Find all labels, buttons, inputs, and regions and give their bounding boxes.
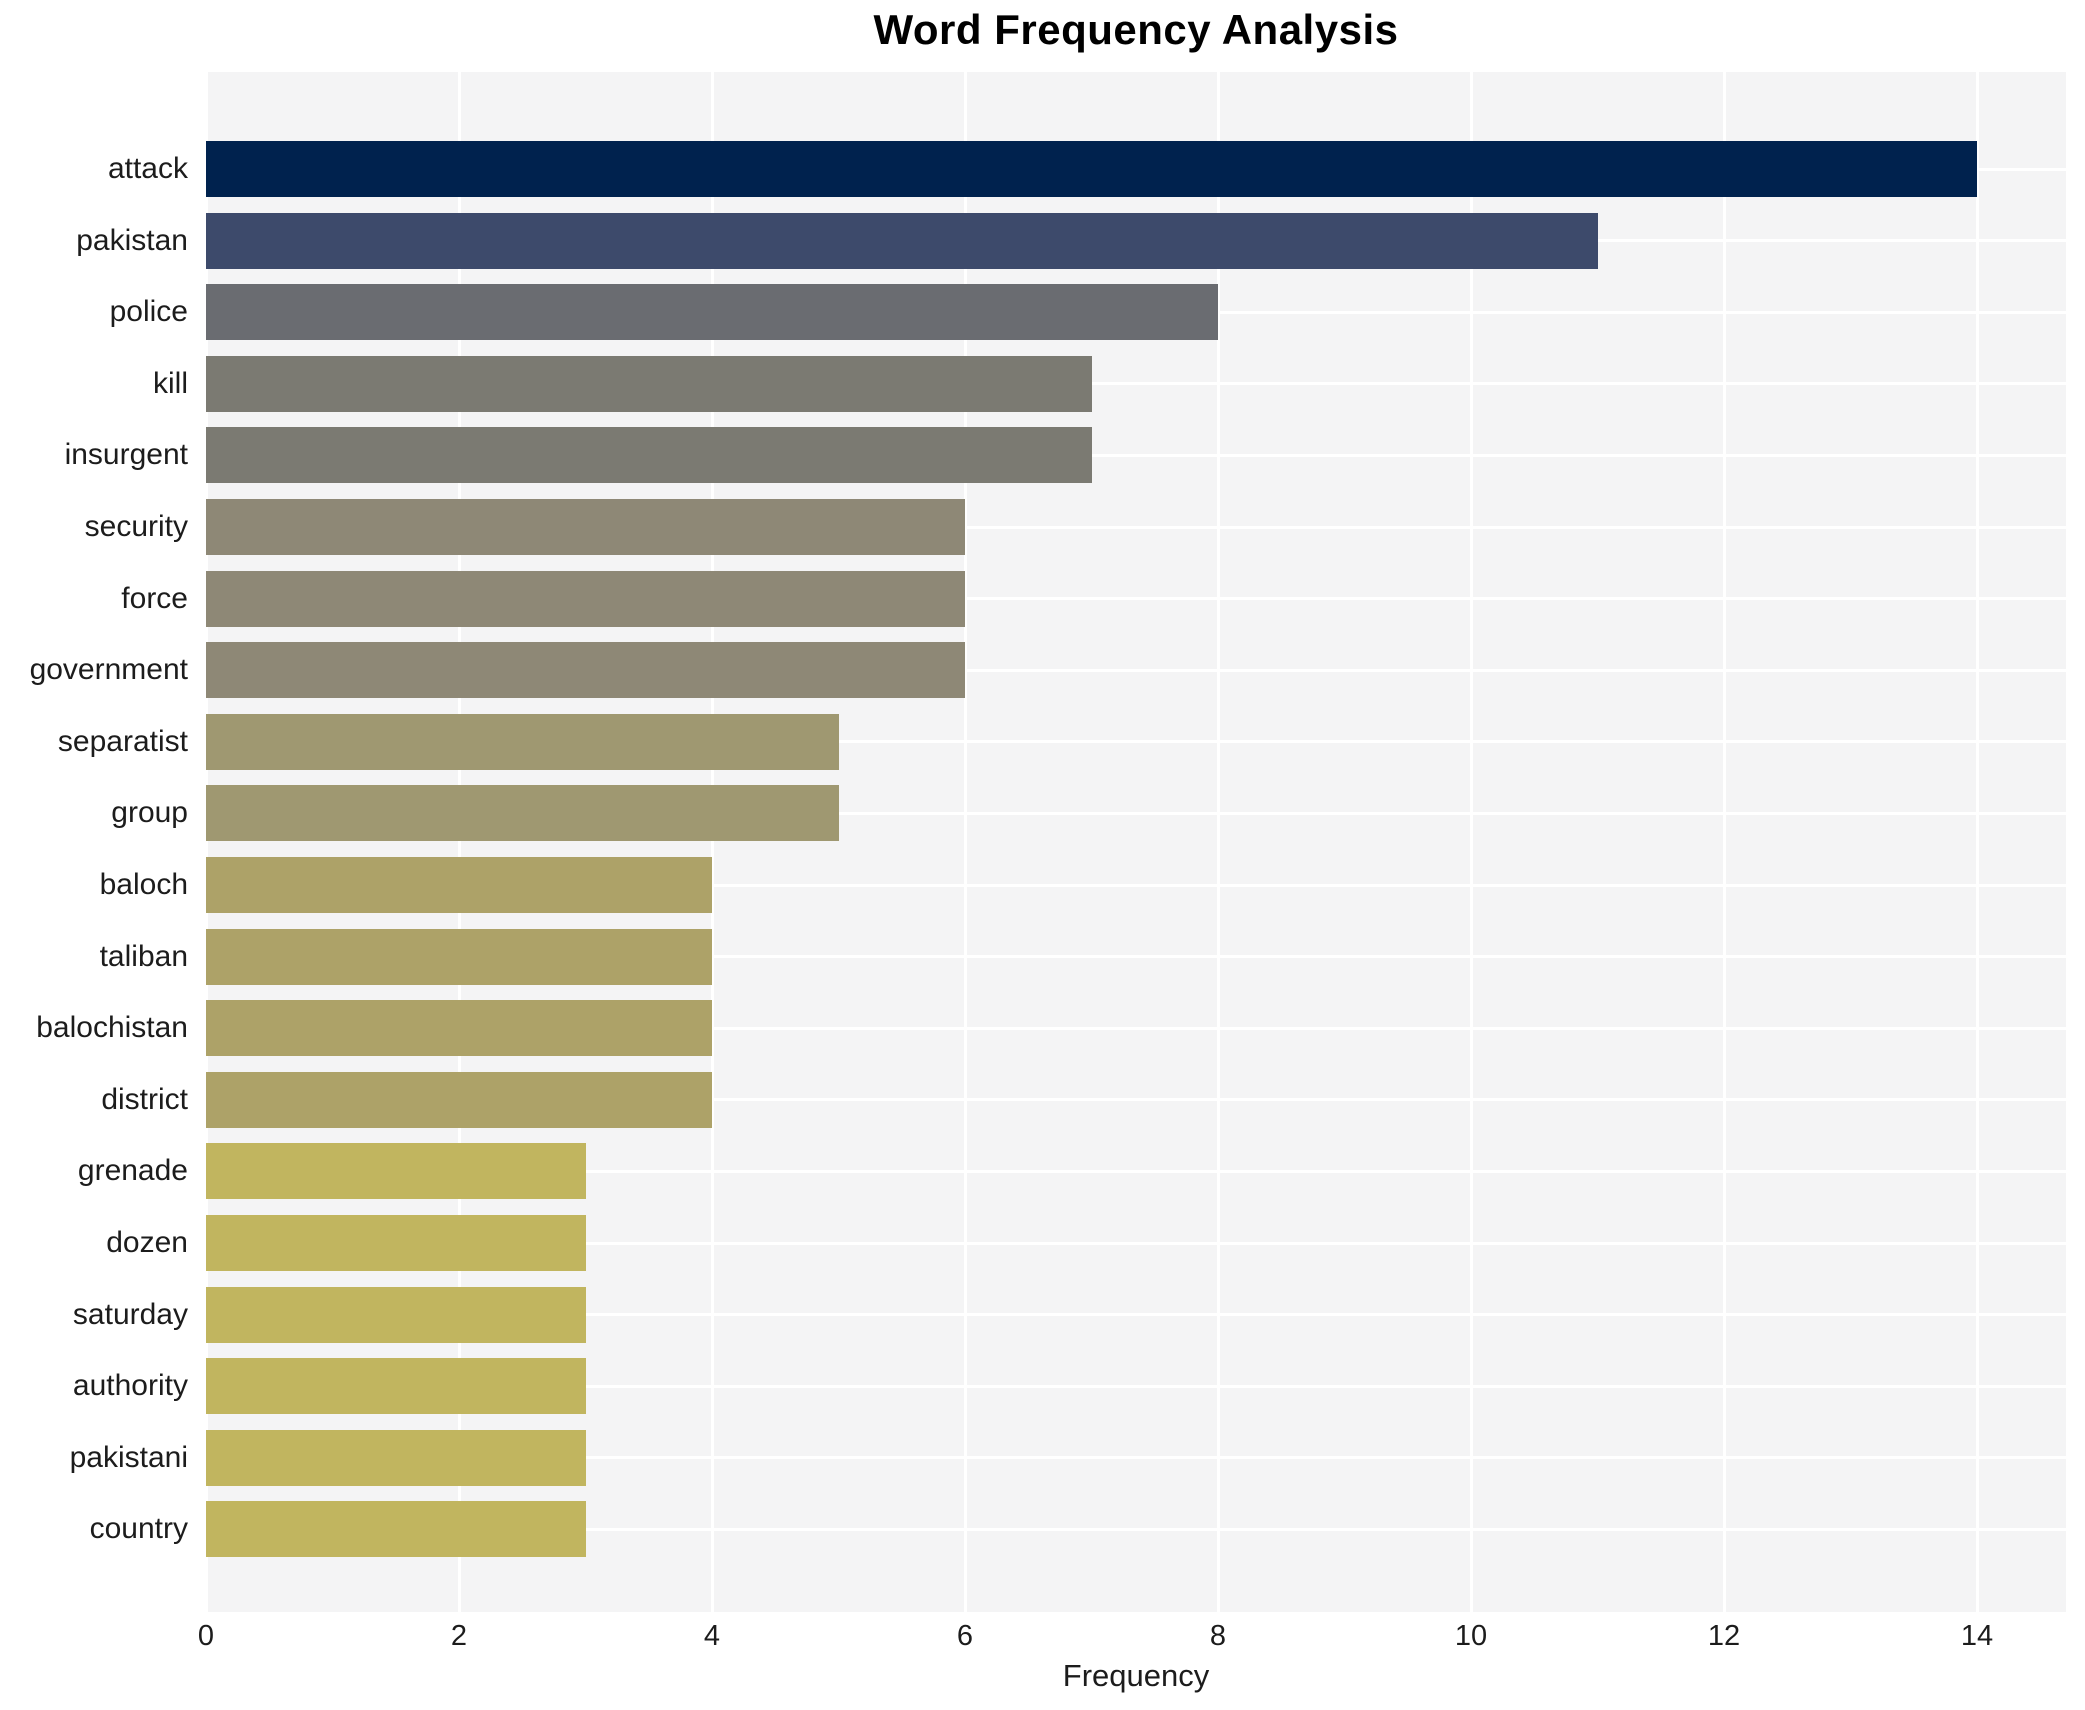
bar-district: [206, 1071, 712, 1128]
horizontal-gridline-pakistani: [206, 1456, 2066, 1460]
y-tick-label-attack: attack: [107, 152, 188, 185]
y-tick-label-grenade: grenade: [77, 1154, 188, 1188]
x-tick-label-12: 12: [1707, 1620, 1741, 1652]
horizontal-gridline-insurgent: [206, 453, 2066, 457]
chart-title: Word Frequency Analysis: [873, 6, 1399, 53]
y-tick-label-pakistani: pakistani: [69, 1440, 188, 1474]
bar-baloch: [206, 857, 712, 913]
horizontal-gridline-group: [206, 811, 2066, 815]
y-tick-label-police: police: [109, 295, 188, 329]
bar-pakistani: [206, 1429, 586, 1486]
y-tick-label-taliban: taliban: [99, 939, 188, 973]
y-tick-label-government: government: [29, 653, 188, 687]
y-tick-label-baloch: baloch: [99, 868, 188, 901]
horizontal-gridline-district: [206, 1098, 2066, 1102]
y-tick-label-security: security: [84, 510, 188, 543]
bar-insurgent: [206, 427, 1092, 484]
vertical-gridline-4: [710, 72, 714, 1612]
y-tick-label-authority: authority: [72, 1369, 188, 1403]
y-tick-label-district: district: [101, 1082, 188, 1116]
y-tick-label-insurgent: insurgent: [64, 438, 188, 472]
plot-area: [204, 72, 2066, 1612]
bar-balochistan: [206, 1000, 712, 1057]
vertical-gridline-12: [1722, 72, 1726, 1612]
vertical-gridline-6: [963, 72, 967, 1612]
x-tick-label-2: 2: [450, 1620, 468, 1652]
y-tick-label-force: force: [121, 581, 188, 615]
bar-authority: [206, 1358, 586, 1415]
horizontal-gridline-security: [206, 525, 2066, 529]
y-tick-label-pakistan: pakistan: [76, 223, 188, 257]
bar-force: [206, 570, 965, 627]
y-tick-label-separatist: separatist: [57, 724, 188, 758]
x-axis-title: Frequency: [1062, 1658, 1210, 1693]
horizontal-gridline-grenade: [206, 1169, 2066, 1173]
bar-taliban: [206, 928, 712, 985]
bar-kill: [206, 355, 1092, 412]
horizontal-gridline-baloch: [206, 883, 2066, 887]
vertical-gridline-14: [1975, 72, 1979, 1612]
horizontal-gridline-authority: [206, 1384, 2066, 1388]
bar-saturday: [206, 1286, 586, 1343]
y-tick-label-group: group: [111, 796, 188, 830]
bar-country: [206, 1501, 586, 1558]
bar-police: [206, 284, 1218, 341]
vertical-gridline-10: [1469, 72, 1473, 1612]
bar-dozen: [206, 1215, 586, 1271]
x-tick-label-4: 4: [703, 1620, 721, 1652]
horizontal-gridline-dozen: [206, 1241, 2066, 1245]
x-tick-label-14: 14: [1960, 1620, 1994, 1652]
y-tick-label-dozen: dozen: [106, 1226, 188, 1259]
vertical-gridline-2: [457, 72, 461, 1612]
x-tick-label-0: 0: [197, 1620, 215, 1652]
x-tick-label-8: 8: [1209, 1620, 1227, 1652]
bar-attack: [206, 141, 1977, 197]
horizontal-gridline-country: [206, 1527, 2066, 1531]
vertical-gridline-8: [1216, 72, 1220, 1612]
horizontal-gridline-saturday: [206, 1313, 2066, 1317]
y-tick-label-saturday: saturday: [72, 1297, 188, 1331]
bar-government: [206, 642, 965, 699]
vertical-gridline-0: [204, 72, 208, 1612]
bar-pakistan: [206, 212, 1598, 269]
horizontal-gridline-taliban: [206, 955, 2066, 959]
horizontal-gridline-force: [206, 597, 2066, 601]
y-tick-label-country: country: [89, 1512, 188, 1546]
horizontal-gridline-government: [206, 668, 2066, 672]
bar-group: [206, 785, 839, 842]
bar-separatist: [206, 713, 839, 770]
x-tick-label-6: 6: [956, 1620, 974, 1652]
bar-grenade: [206, 1143, 586, 1200]
y-tick-label-balochistan: balochistan: [36, 1011, 188, 1045]
x-tick-label-10: 10: [1454, 1620, 1488, 1652]
horizontal-gridline-balochistan: [206, 1026, 2066, 1030]
y-tick-label-kill: kill: [153, 366, 188, 400]
bar-security: [206, 499, 965, 555]
horizontal-gridline-kill: [206, 382, 2066, 386]
horizontal-gridline-separatist: [206, 740, 2066, 744]
